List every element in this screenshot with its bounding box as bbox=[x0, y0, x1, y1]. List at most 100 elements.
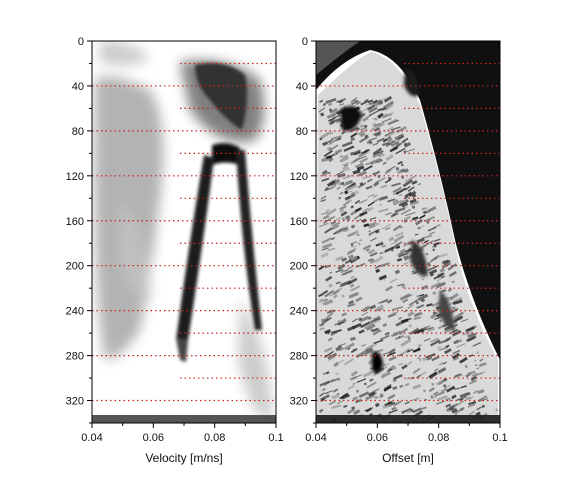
texture-speck bbox=[344, 190, 349, 195]
texture-speck bbox=[447, 287, 453, 293]
texture-speck bbox=[381, 117, 392, 124]
texture-speck bbox=[393, 374, 403, 380]
texture-speck bbox=[371, 322, 376, 327]
texture-speck bbox=[330, 107, 338, 114]
texture-speck bbox=[322, 371, 329, 376]
texture-speck bbox=[336, 186, 341, 190]
texture-speck bbox=[433, 368, 439, 372]
texture-speck bbox=[452, 299, 463, 305]
texture-speck bbox=[321, 169, 328, 175]
texture-speck bbox=[377, 366, 388, 373]
texture-speck bbox=[471, 401, 477, 405]
texture-speck bbox=[430, 396, 437, 400]
texture-speck bbox=[406, 410, 411, 414]
texture-speck bbox=[387, 176, 392, 181]
texture-speck bbox=[437, 367, 447, 374]
texture-speck bbox=[369, 378, 374, 382]
texture-speck bbox=[396, 258, 403, 262]
texture-speck bbox=[339, 103, 345, 106]
texture-speck bbox=[416, 237, 425, 244]
texture-speck bbox=[336, 393, 340, 395]
texture-speck bbox=[432, 248, 436, 252]
texture-speck bbox=[369, 317, 381, 324]
xtick-label: 0.06 bbox=[367, 432, 388, 444]
texture-speck bbox=[427, 265, 438, 272]
texture-speck bbox=[415, 374, 421, 379]
texture-speck bbox=[319, 298, 324, 302]
texture-speck bbox=[344, 226, 349, 230]
texture-speck bbox=[412, 216, 419, 221]
texture-speck bbox=[431, 382, 435, 386]
texture-speck bbox=[411, 270, 415, 273]
texture-speck bbox=[481, 404, 486, 409]
texture-speck bbox=[372, 197, 382, 203]
texture-speck bbox=[366, 381, 377, 389]
texture-speck bbox=[401, 201, 409, 208]
ytick-label: 240 bbox=[66, 306, 84, 318]
texture-speck bbox=[372, 147, 383, 156]
texture-speck bbox=[335, 281, 341, 285]
texture-speck bbox=[384, 331, 390, 336]
texture-speck bbox=[422, 210, 428, 214]
texture-speck bbox=[325, 275, 333, 282]
texture-speck bbox=[401, 205, 409, 211]
texture-speck bbox=[441, 262, 451, 269]
texture-speck bbox=[333, 361, 340, 368]
texture-speck bbox=[404, 334, 410, 339]
texture-speck bbox=[318, 290, 329, 298]
texture-speck bbox=[335, 372, 340, 376]
texture-speck bbox=[328, 110, 339, 118]
texture-speck bbox=[437, 346, 442, 349]
texture-speck bbox=[322, 214, 330, 220]
texture-speck bbox=[364, 407, 374, 412]
texture-speck bbox=[378, 240, 383, 245]
texture-speck bbox=[384, 130, 395, 137]
texture-speck bbox=[377, 123, 384, 129]
offset-texture bbox=[318, 95, 500, 422]
texture-speck bbox=[384, 103, 394, 111]
texture-speck bbox=[425, 252, 429, 256]
texture-speck bbox=[349, 336, 356, 342]
texture-speck bbox=[364, 134, 368, 138]
texture-speck bbox=[407, 311, 415, 317]
texture-speck bbox=[350, 149, 361, 156]
texture-speck bbox=[349, 281, 353, 284]
texture-speck bbox=[468, 410, 476, 416]
texture-speck bbox=[341, 161, 350, 166]
texture-speck bbox=[320, 199, 327, 203]
texture-speck bbox=[471, 372, 478, 377]
texture-speck bbox=[355, 262, 366, 268]
texture-speck bbox=[448, 271, 457, 278]
texture-speck bbox=[417, 183, 421, 186]
texture-speck bbox=[454, 339, 463, 345]
texture-speck bbox=[355, 296, 363, 303]
texture-speck bbox=[350, 255, 358, 262]
texture-speck bbox=[427, 356, 433, 361]
texture-speck bbox=[420, 298, 426, 303]
texture-speck bbox=[327, 102, 333, 107]
texture-speck bbox=[419, 214, 426, 219]
texture-speck bbox=[402, 179, 414, 188]
texture-speck bbox=[331, 237, 335, 241]
texture-speck bbox=[321, 211, 329, 216]
texture-speck bbox=[321, 171, 329, 177]
texture-speck bbox=[375, 242, 384, 247]
texture-speck bbox=[385, 154, 394, 161]
texture-speck bbox=[387, 368, 393, 372]
texture-speck bbox=[467, 370, 476, 376]
texture-speck bbox=[335, 255, 344, 262]
texture-speck bbox=[372, 373, 376, 377]
texture-speck bbox=[359, 238, 363, 242]
texture-speck bbox=[451, 280, 455, 283]
texture-speck bbox=[350, 205, 354, 209]
texture-speck bbox=[387, 138, 393, 143]
texture-speck bbox=[455, 406, 465, 414]
texture-speck bbox=[391, 311, 398, 315]
texture-speck bbox=[405, 294, 413, 299]
texture-speck bbox=[442, 289, 447, 293]
texture-speck bbox=[393, 234, 405, 243]
texture-speck bbox=[339, 205, 347, 211]
texture-speck bbox=[459, 391, 471, 398]
texture-speck bbox=[370, 237, 377, 242]
texture-speck bbox=[409, 327, 420, 335]
